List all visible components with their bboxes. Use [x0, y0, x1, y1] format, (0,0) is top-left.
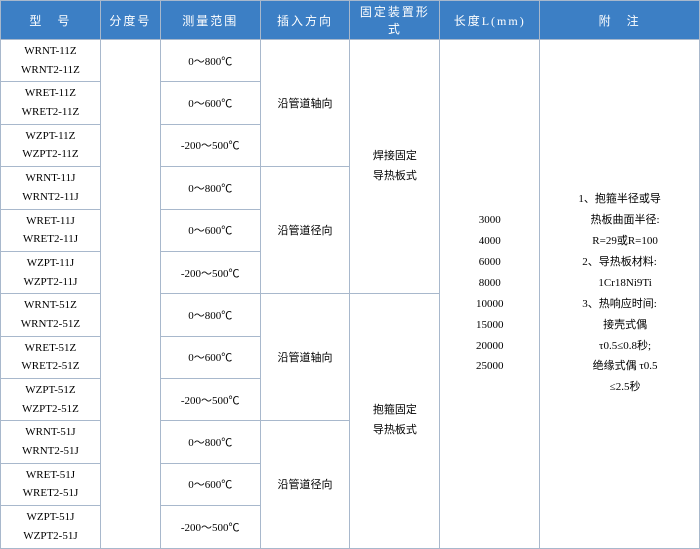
range-cell: 0～600℃ — [160, 82, 260, 124]
direction-cell: 沿管道径向 — [260, 421, 350, 548]
header-model: 型 号 — [1, 1, 101, 40]
range-cell: -200～500℃ — [160, 124, 260, 166]
range-cell: 0～600℃ — [160, 209, 260, 251]
header-row: 型 号 分度号 测量范围 插入方向 固定装置形式 长度L(mm) 附 注 — [1, 1, 700, 40]
direction-cell: 沿管道轴向 — [260, 40, 350, 167]
header-direction: 插入方向 — [260, 1, 350, 40]
header-length: 长度L(mm) — [440, 1, 540, 40]
range-cell: -200～500℃ — [160, 506, 260, 548]
model-cell: WRET-11JWRET2-11J — [1, 209, 101, 251]
model-cell: WRET-51ZWRET2-51Z — [1, 336, 101, 378]
header-graduation: 分度号 — [100, 1, 160, 40]
model-cell: WZPT-11JWZPT2-11J — [1, 251, 101, 293]
model-cell: WZPT-51ZWZPT2-51Z — [1, 379, 101, 421]
spec-table: 型 号 分度号 测量范围 插入方向 固定装置形式 长度L(mm) 附 注 WRN… — [0, 0, 700, 549]
model-cell: WZPT-11ZWZPT2-11Z — [1, 124, 101, 166]
range-cell: -200～500℃ — [160, 251, 260, 293]
range-cell: 0～800℃ — [160, 421, 260, 463]
model-cell: WZPT-51JWZPT2-51J — [1, 506, 101, 548]
direction-cell: 沿管道轴向 — [260, 294, 350, 421]
model-cell: WRNT-51JWRNT2-51J — [1, 421, 101, 463]
graduation-cell — [100, 40, 160, 549]
header-fixture: 固定装置形式 — [350, 1, 440, 40]
range-cell: 0～800℃ — [160, 167, 260, 209]
model-cell: WRNT-11ZWRNT2-11Z — [1, 40, 101, 82]
range-cell: 0～800℃ — [160, 40, 260, 82]
fixture-cell: 抱箍固定导热板式 — [350, 294, 440, 548]
header-note: 附 注 — [540, 1, 700, 40]
fixture-cell: 焊接固定导热板式 — [350, 40, 440, 294]
length-cell: 3000400060008000 10000150002000025000 — [440, 40, 540, 549]
model-cell: WRNT-51ZWRNT2-51Z — [1, 294, 101, 336]
range-cell: 0～600℃ — [160, 463, 260, 505]
note-cell: 1、抱箍半径或导 热板曲面半径: R=29或R=100 2、导热板材料: 1Cr… — [540, 40, 700, 549]
model-cell: WRET-51JWRET2-51J — [1, 463, 101, 505]
direction-cell: 沿管道径向 — [260, 167, 350, 294]
range-cell: 0～600℃ — [160, 336, 260, 378]
range-cell: -200～500℃ — [160, 379, 260, 421]
table-row: WRNT-11ZWRNT2-11Z 0～800℃ 沿管道轴向 焊接固定导热板式 … — [1, 40, 700, 82]
header-range: 测量范围 — [160, 1, 260, 40]
model-cell: WRET-11ZWRET2-11Z — [1, 82, 101, 124]
range-cell: 0～800℃ — [160, 294, 260, 336]
model-cell: WRNT-11JWRNT2-11J — [1, 167, 101, 209]
